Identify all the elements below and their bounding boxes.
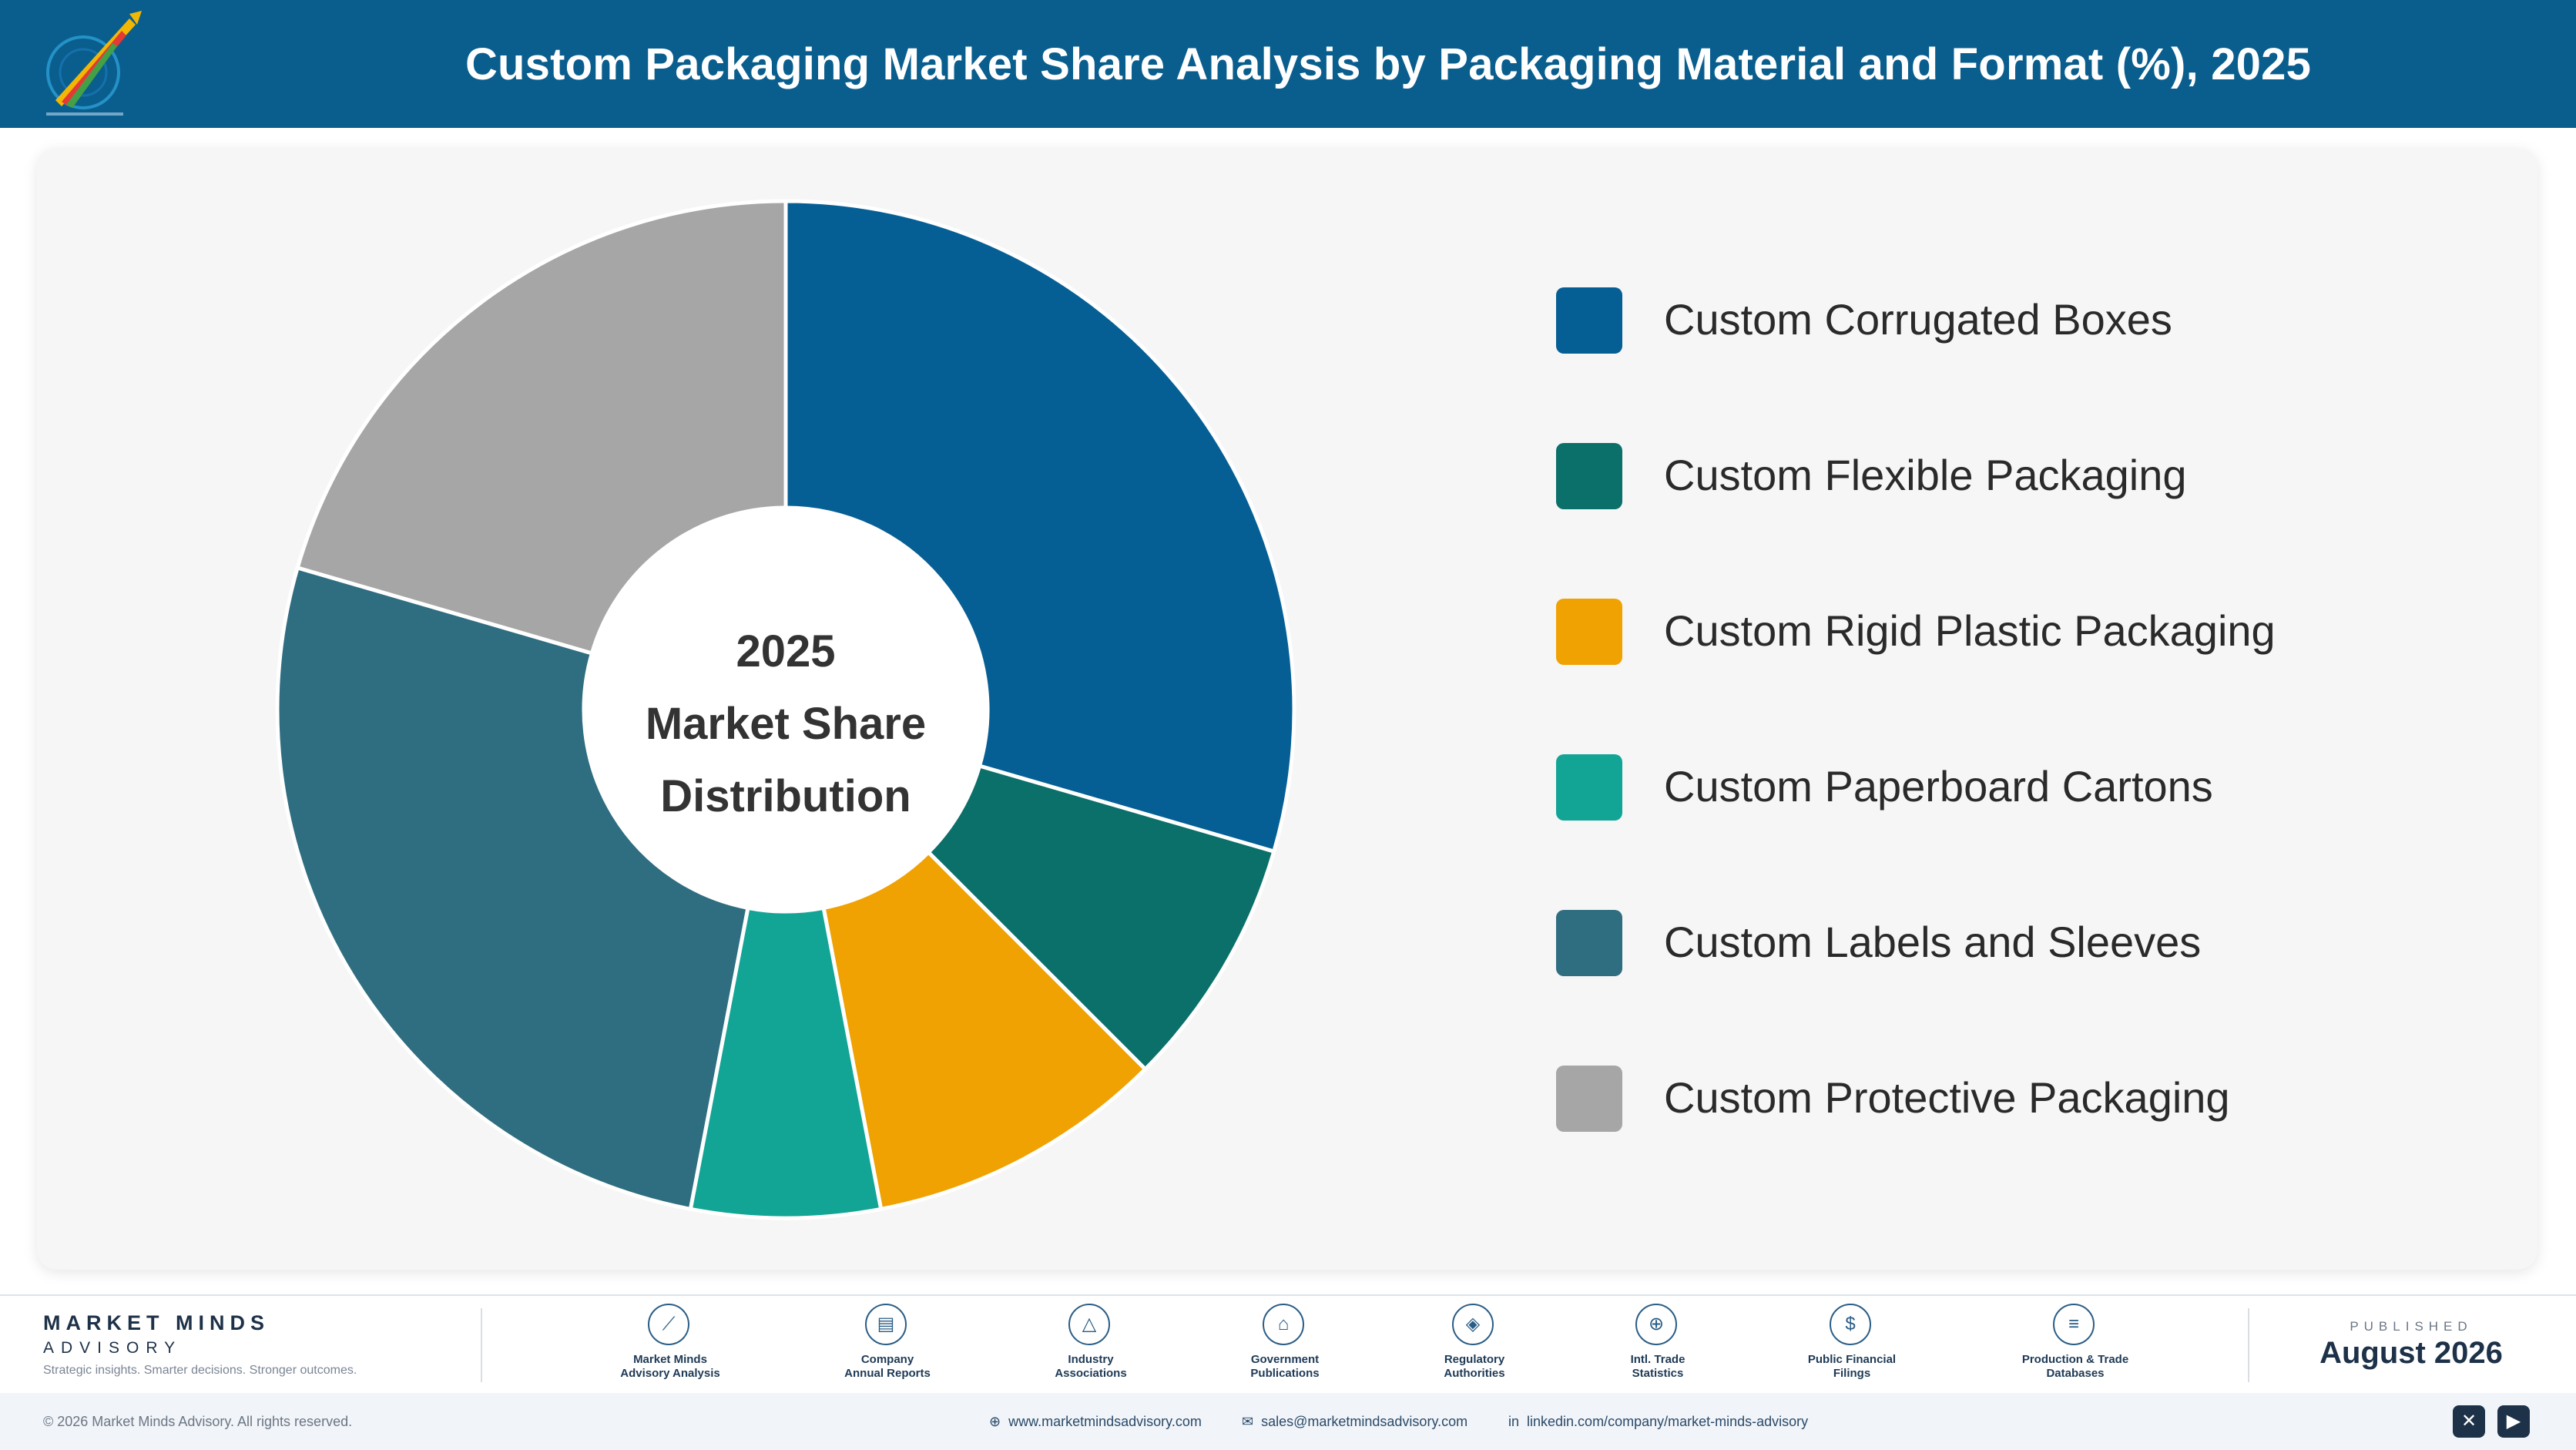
source-label-line: Databases xyxy=(2046,1367,2105,1380)
legend-swatch xyxy=(1556,1066,1622,1132)
legend-item[interactable]: Custom Paperboard Cartons xyxy=(1556,752,2480,821)
source-label: Regulatory Authorities xyxy=(1382,1353,1567,1381)
source-label: Public Financial Filings xyxy=(1759,1353,1944,1381)
source-item: △ Industry Associations xyxy=(998,1304,1183,1388)
footer-bottom: © 2026 Market Minds Advisory. All rights… xyxy=(0,1393,2576,1450)
shield-icon: ◈ xyxy=(1452,1304,1494,1345)
legend-swatch xyxy=(1556,754,1622,821)
legend-item[interactable]: Custom Flexible Packaging xyxy=(1556,441,2480,510)
copyright-text: © 2026 Market Minds Advisory. All rights… xyxy=(43,1414,353,1429)
legend-swatch xyxy=(1556,910,1622,976)
footer-tagline: Strategic insights. Smarter decisions. S… xyxy=(43,1364,357,1377)
legend-label: Custom Labels and Sleeves xyxy=(1664,918,2202,966)
source-label-line: Advisory Analysis xyxy=(620,1367,720,1380)
source-label-line: Company xyxy=(860,1353,914,1366)
legend-label: Custom Rigid Plastic Packaging xyxy=(1664,606,2276,655)
legend-label: Custom Paperboard Cartons xyxy=(1664,762,2213,811)
legend-label: Custom Protective Packaging xyxy=(1664,1073,2230,1122)
source-label-line: Production & Trade xyxy=(2021,1353,2129,1366)
linkedin-icon: in xyxy=(1508,1414,1520,1429)
brand-logo-icon xyxy=(46,11,142,116)
source-item: ◈ Regulatory Authorities xyxy=(1382,1304,1567,1388)
network-icon: △ xyxy=(1068,1304,1110,1345)
source-item: ⊕ Intl. Trade Statistics xyxy=(1565,1304,1750,1388)
email-link[interactable]: ✉ sales@marketmindsadvisory.com xyxy=(1242,1393,1467,1450)
x-icon[interactable]: ✕ xyxy=(2453,1405,2485,1438)
youtube-icon[interactable]: ▶ xyxy=(2497,1405,2530,1438)
donut-center-label: 2025 Market Share Distribution xyxy=(632,609,940,840)
website-link[interactable]: ⊕ www.marketmindsadvisory.com xyxy=(989,1393,1202,1450)
footer-brand-sub: ADVISORY xyxy=(43,1339,183,1357)
legend-item[interactable]: Custom Rigid Plastic Packaging xyxy=(1556,596,2480,666)
center-label-line-3: Distribution xyxy=(660,771,911,821)
legend-swatch xyxy=(1556,443,1622,509)
chart-line-icon: ⟋ xyxy=(648,1304,689,1345)
source-item: ≡ Production & Trade Databases xyxy=(1983,1304,2168,1388)
envelope-icon: ✉ xyxy=(1242,1414,1254,1429)
source-label: Market Minds Advisory Analysis xyxy=(578,1353,763,1381)
source-label-line: Regulatory xyxy=(1444,1353,1505,1366)
donut-slice-custom-protective-packaging[interactable] xyxy=(295,199,788,656)
source-label-line: Authorities xyxy=(1444,1367,1505,1380)
donut-hole xyxy=(584,508,988,911)
source-label-line: Government xyxy=(1250,1353,1320,1366)
published-date: August 2026 xyxy=(2319,1336,2503,1370)
footer-brand-name: MARKET MINDS xyxy=(43,1311,270,1334)
source-label: Government Publications xyxy=(1192,1353,1377,1381)
website-text: www.marketmindsadvisory.com xyxy=(1008,1414,1202,1429)
legend-swatch xyxy=(1556,287,1622,354)
donut-chart xyxy=(277,199,1294,1219)
legend-item[interactable]: Custom Corrugated Boxes xyxy=(1556,285,2480,354)
linkedin-text: linkedin.com/company/market-minds-adviso… xyxy=(1527,1414,1809,1429)
footer-divider-left xyxy=(481,1308,482,1382)
linkedin-link[interactable]: in linkedin.com/company/market-minds-advi… xyxy=(1508,1393,1808,1450)
center-label-line-1: 2025 xyxy=(736,626,836,676)
source-label: Production & Trade Databases xyxy=(1983,1353,2168,1381)
source-label: Intl. Trade Statistics xyxy=(1565,1353,1750,1381)
legend-label: Custom Corrugated Boxes xyxy=(1664,295,2172,344)
footer-top: MARKET MINDS ADVISORY Strategic insights… xyxy=(0,1294,2576,1395)
source-label-line: Filings xyxy=(1833,1367,1871,1380)
building-icon: ⌂ xyxy=(1263,1304,1304,1345)
source-label-line: Industry xyxy=(1068,1353,1114,1366)
dollar-icon: $ xyxy=(1830,1304,1871,1345)
source-item: ▤ Company Annual Reports xyxy=(795,1304,980,1388)
source-label-line: Annual Reports xyxy=(844,1367,931,1380)
document-icon: ▤ xyxy=(865,1304,907,1345)
source-label-line: Public Financial xyxy=(1807,1353,1897,1366)
footer-divider-right xyxy=(2248,1308,2249,1382)
source-item: ⟋ Market Minds Advisory Analysis xyxy=(578,1304,763,1388)
source-label-line: Intl. Trade xyxy=(1630,1353,1685,1366)
legend-swatch xyxy=(1556,599,1622,665)
email-text: sales@marketmindsadvisory.com xyxy=(1261,1414,1468,1429)
source-label: Industry Associations xyxy=(998,1353,1183,1381)
legend-label: Custom Flexible Packaging xyxy=(1664,451,2187,499)
globe-icon: ⊕ xyxy=(989,1414,1001,1429)
source-label-line: Publications xyxy=(1250,1367,1320,1380)
globe-icon: ⊕ xyxy=(1635,1304,1677,1345)
source-label-line: Associations xyxy=(1055,1367,1127,1380)
source-label: Company Annual Reports xyxy=(795,1353,980,1381)
legend-item[interactable]: Custom Labels and Sleeves xyxy=(1556,908,2480,977)
published-label: PUBLISHED xyxy=(2350,1319,2473,1334)
page-title: Custom Packaging Market Share Analysis b… xyxy=(465,39,2312,89)
source-label-line: Statistics xyxy=(1632,1367,1684,1380)
legend-item[interactable]: Custom Protective Packaging xyxy=(1556,1063,2480,1133)
source-label-line: Market Minds xyxy=(633,1353,707,1366)
source-item: $ Public Financial Filings xyxy=(1759,1304,1944,1388)
header-bar: Custom Packaging Market Share Analysis b… xyxy=(0,0,2576,128)
source-item: ⌂ Government Publications xyxy=(1192,1304,1377,1388)
center-label-line-2: Market Share xyxy=(645,699,927,749)
database-icon: ≡ xyxy=(2053,1304,2095,1345)
